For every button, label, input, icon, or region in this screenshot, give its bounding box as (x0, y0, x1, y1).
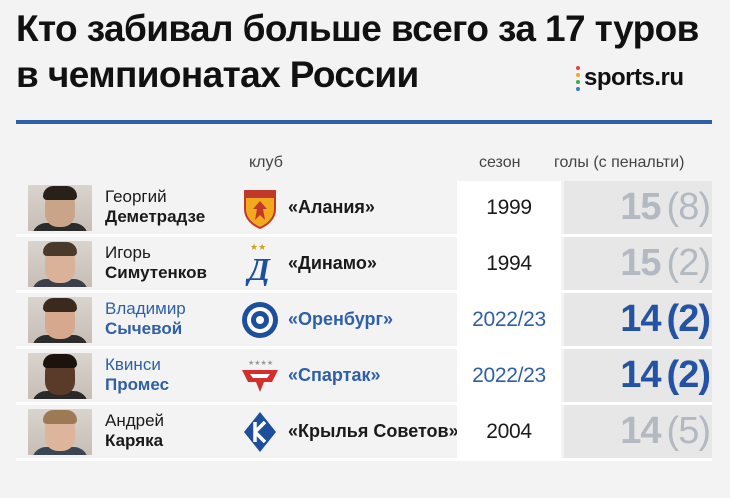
goals-cell: 15 (8) (564, 181, 712, 234)
header-season: сезон (479, 154, 521, 171)
player-photo (28, 297, 92, 343)
club-name: «Спартак» (288, 365, 381, 385)
header-goals: голы (с пенальти) (554, 154, 685, 171)
season-value: 2022/23 (457, 293, 561, 346)
penalties-value: (2) (666, 354, 711, 396)
player-photo (28, 409, 92, 455)
sports-ru-logo: sports.ru (576, 64, 684, 92)
season-value: 1994 (457, 237, 561, 290)
penalties-value: (2) (666, 298, 711, 340)
player-first-name: Владимир (105, 299, 186, 318)
player-photo (28, 241, 92, 287)
player-photo (28, 353, 92, 399)
player-last-name: Деметрадзе (105, 207, 206, 226)
player-last-name: Каряка (105, 431, 164, 450)
table-row: Георгий Деметрадзе «Алания» 1999 15 (8) (16, 181, 712, 237)
logo-dot (576, 72, 580, 77)
player-name: Владимир Сычевой (105, 299, 186, 339)
club-name: «Алания» (288, 197, 375, 217)
player-last-name: Сычевой (105, 319, 183, 338)
page-title: Кто забивал больше всего за 17 туров в ч… (16, 6, 728, 98)
club-cell: ★★★★ «Спартак» (240, 349, 381, 402)
logo-dot (576, 79, 580, 84)
goals-value: 14 (620, 354, 661, 396)
season-value: 2004 (457, 405, 561, 458)
logo-dot (576, 65, 580, 70)
player-first-name: Квинси (105, 355, 161, 374)
title-divider (16, 120, 712, 124)
table-row: Квинси Промес ★★★★ «Спартак» 2022/23 14 … (16, 349, 712, 405)
goals-value: 15 (620, 186, 661, 228)
orenburg-crest-icon (240, 298, 280, 342)
dynamo-crest-icon: ★★ Д (240, 242, 280, 286)
header-club: клуб (249, 154, 283, 171)
player-first-name: Игорь (105, 243, 151, 262)
player-name: Андрей Каряка (105, 411, 164, 451)
player-last-name: Промес (105, 375, 170, 394)
logo-dots-icon (576, 65, 580, 91)
goals-cell: 15 (2) (564, 237, 712, 290)
club-cell: ★★ Д «Динамо» (240, 237, 377, 290)
player-name: Георгий Деметрадзе (105, 187, 205, 227)
club-name: «Крылья Советов» (288, 421, 459, 441)
player-first-name: Георгий (105, 187, 167, 206)
penalties-value: (5) (666, 410, 711, 452)
svg-text:★★: ★★ (250, 243, 266, 253)
goals-value: 14 (620, 410, 661, 452)
goals-cell: 14 (5) (564, 405, 712, 458)
player-photo (28, 185, 92, 231)
player-name: Квинси Промес (105, 355, 169, 395)
goals-value: 14 (620, 298, 661, 340)
season-value: 1999 (457, 181, 561, 234)
penalties-value: (8) (666, 186, 711, 228)
goals-cell: 14 (2) (564, 349, 712, 402)
table-row: Игорь Симутенков ★★ Д «Динамо» 1994 15 (… (16, 237, 712, 293)
club-name: «Оренбург» (288, 309, 394, 329)
player-name: Игорь Симутенков (105, 243, 207, 283)
table-row: Владимир Сычевой «Оренбург» 2022/23 14 (… (16, 293, 712, 349)
spartak-crest-icon: ★★★★ (240, 354, 280, 398)
logo-dot (576, 86, 580, 91)
penalties-value: (2) (666, 242, 711, 284)
svg-text:Д: Д (245, 251, 271, 286)
logo-text: sports.ru (584, 64, 684, 91)
title-line-1: Кто забивал больше всего за 17 туров (16, 8, 699, 49)
club-cell: «Алания» (240, 181, 375, 234)
krylia-sovetov-crest-icon (240, 410, 280, 454)
goals-cell: 14 (2) (564, 293, 712, 346)
scorers-table: Георгий Деметрадзе «Алания» 1999 15 (8) (16, 181, 712, 461)
club-name: «Динамо» (288, 253, 377, 273)
player-last-name: Симутенков (105, 263, 207, 282)
svg-text:★★★★: ★★★★ (248, 359, 273, 367)
player-first-name: Андрей (105, 411, 165, 430)
title-line-2: в чемпионатах России (16, 54, 419, 95)
alania-crest-icon (240, 186, 280, 230)
club-cell: «Оренбург» (240, 293, 393, 346)
table-row: Андрей Каряка «Крылья Советов» 2004 14 (… (16, 405, 712, 461)
season-value: 2022/23 (457, 349, 561, 402)
club-cell: «Крылья Советов» (240, 405, 459, 458)
goals-value: 15 (620, 242, 661, 284)
